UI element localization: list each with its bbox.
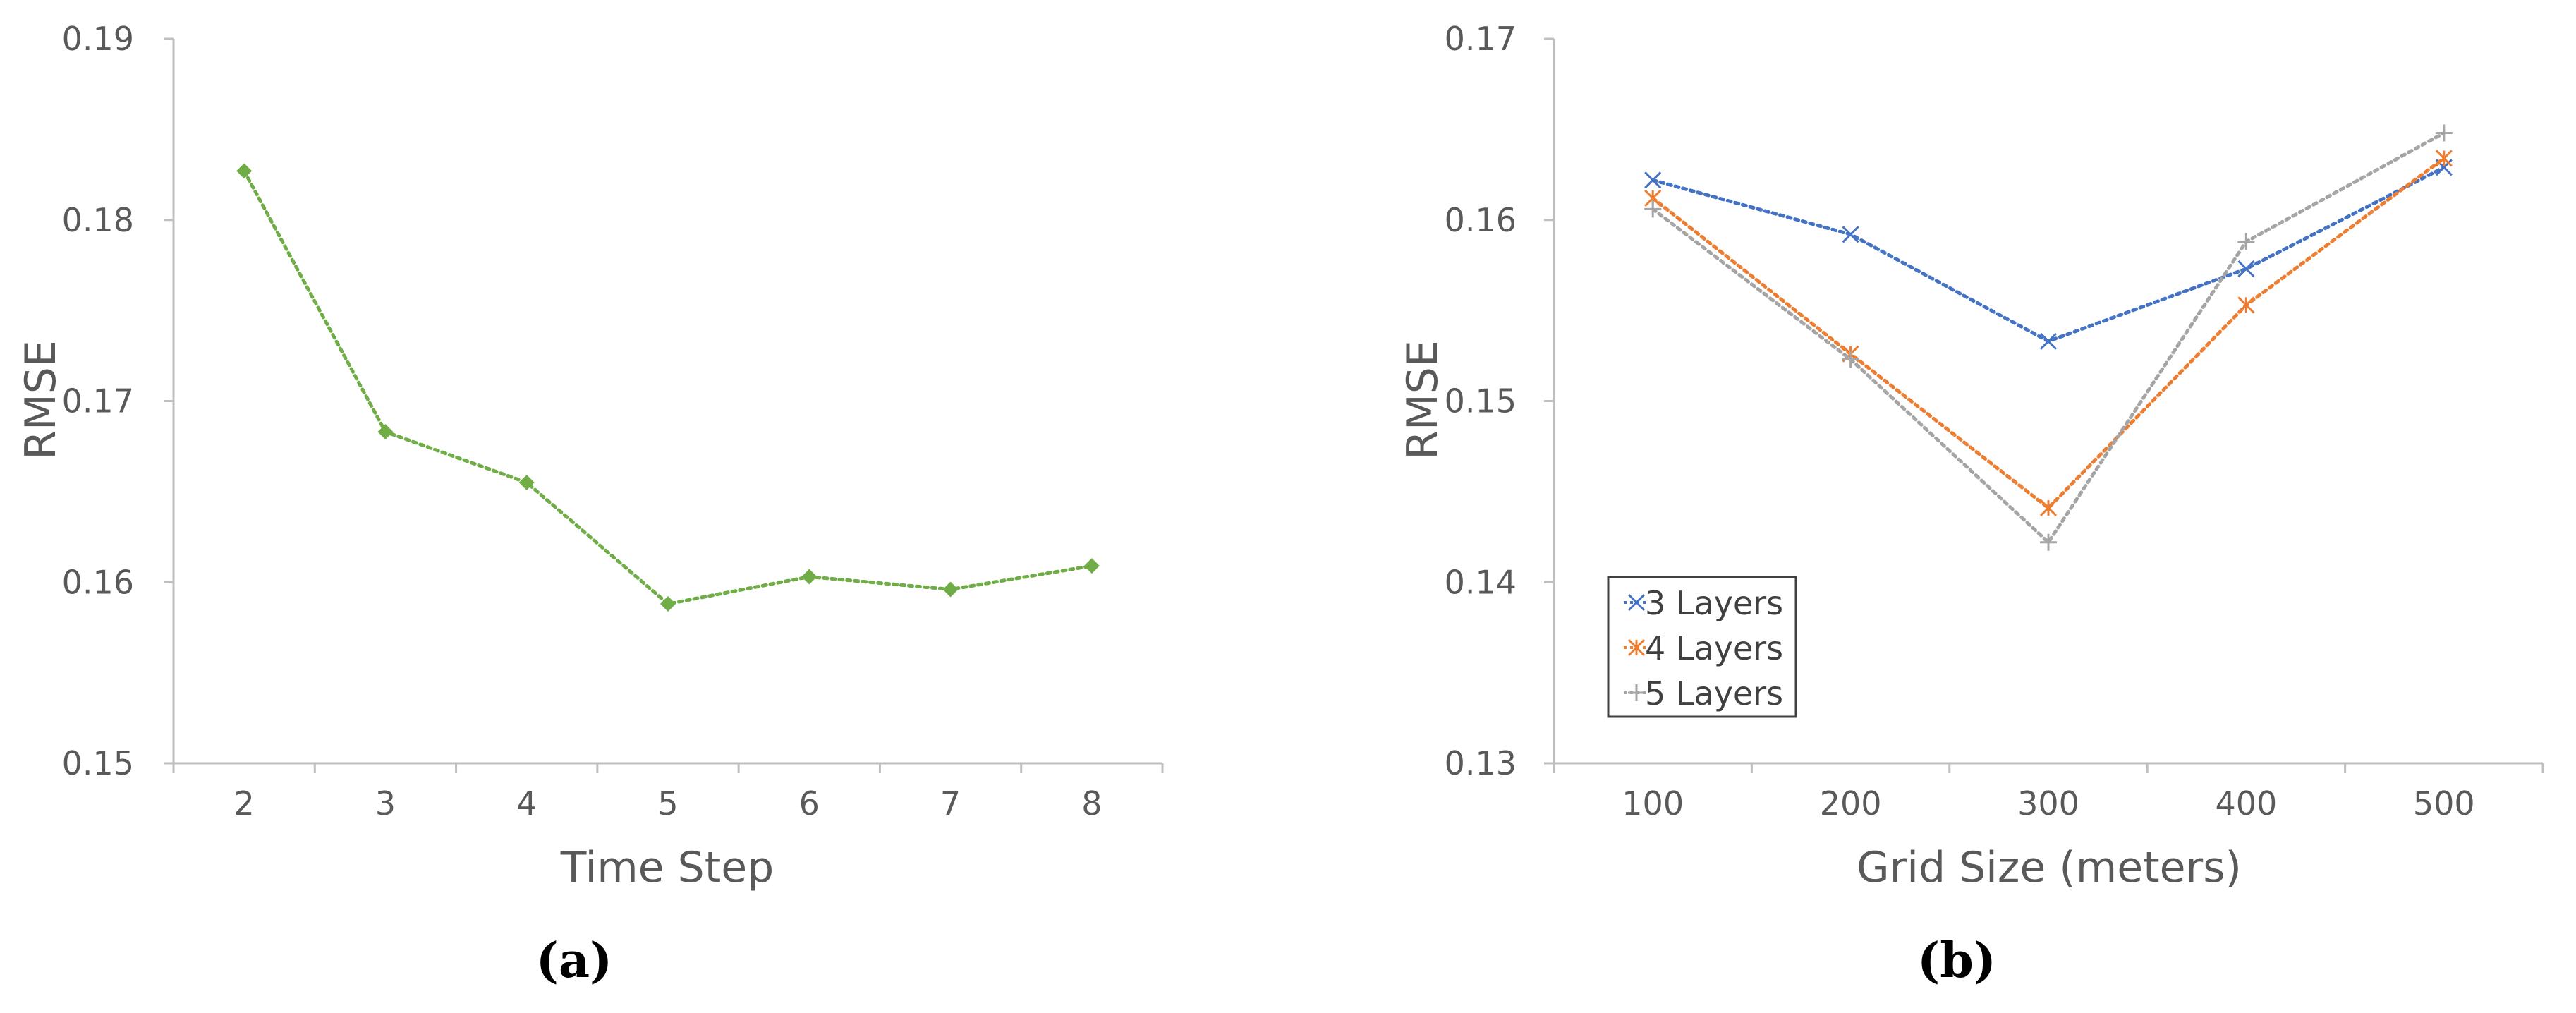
- data-point-b-3: [1842, 351, 1859, 368]
- data-point-a-1: [236, 163, 253, 179]
- y-tick-label-b: 0.15: [1445, 382, 1517, 420]
- x-tick-label-a: 4: [516, 784, 537, 823]
- x-tick-label-b: 400: [2215, 784, 2277, 823]
- data-point-b-2: [2039, 499, 2058, 517]
- data-point-a-1: [518, 475, 535, 491]
- panel-label-b: (b): [1917, 933, 1996, 989]
- x-tick-label-b: 200: [1820, 784, 1882, 823]
- x-tick-label-a: 2: [234, 784, 255, 823]
- x-tick-label-a: 7: [940, 784, 961, 823]
- y-tick-label-a: 0.18: [62, 201, 134, 239]
- data-point-b-3: [2040, 533, 2057, 551]
- legend-marker: [1628, 684, 1645, 701]
- data-point-b-2: [2435, 150, 2453, 167]
- y-tick-label-a: 0.19: [62, 20, 134, 58]
- data-point-a-1: [801, 569, 818, 585]
- data-point-a-1: [942, 581, 959, 598]
- series-line-b-3: [1651, 131, 2446, 545]
- y-tick-label-a: 0.16: [62, 563, 134, 601]
- y-axis-title-b: RMSE: [1398, 340, 1447, 459]
- data-point-b-2: [2237, 296, 2255, 314]
- legend-label: 4 Layers: [1645, 629, 1783, 667]
- x-tick-label-a: 5: [657, 784, 678, 823]
- data-point-b-1: [2039, 332, 2058, 350]
- legend-label: 5 Layers: [1645, 674, 1783, 712]
- chart-panel-a: RMSE Time Step (a) 0.15 0.16 0.17 0.18 0.19 2…: [16, 20, 1164, 989]
- data-point-a-1: [1083, 558, 1100, 574]
- data-point-b-1: [1644, 171, 1662, 189]
- data-point-a-1: [377, 424, 394, 440]
- panel-label-a: (a): [536, 933, 612, 989]
- legend-label: 3 Layers: [1645, 584, 1783, 622]
- y-tick-label-b: 0.13: [1445, 744, 1517, 782]
- y-tick-label-b: 0.17: [1445, 20, 1517, 58]
- x-axis-title-b: Grid Size (meters): [1857, 843, 2242, 892]
- series-line-b-1: [1651, 165, 2446, 344]
- data-point-b-3: [2435, 124, 2453, 142]
- chart-panel-b: RMSE Grid Size (meters) (b) 0.13 0.14 0.15…: [1398, 20, 2544, 989]
- y-tick-label-a: 0.17: [62, 382, 134, 420]
- x-tick-label-b: 100: [1622, 784, 1684, 823]
- data-point-b-3: [1644, 200, 1662, 218]
- data-point-b-3: [2237, 233, 2255, 250]
- y-tick-label-a: 0.15: [62, 744, 134, 782]
- x-tick-label-b: 300: [2017, 784, 2079, 823]
- data-point-b-1: [2237, 260, 2255, 278]
- x-axis-title-a: Time Step: [560, 843, 774, 892]
- data-point-b-1: [1842, 226, 1859, 243]
- x-tick-label-a: 6: [799, 784, 820, 823]
- y-tick-label-b: 0.16: [1445, 201, 1517, 239]
- data-point-a-1: [660, 596, 676, 612]
- series-line-b-2: [1651, 156, 2446, 511]
- legend-marker: [1627, 593, 1646, 612]
- y-axis-title-a: RMSE: [16, 340, 66, 459]
- legend-marker: [1627, 638, 1646, 657]
- y-tick-label-b: 0.14: [1445, 563, 1517, 601]
- x-tick-label-a: 3: [375, 784, 396, 823]
- x-tick-label-a: 8: [1081, 784, 1102, 823]
- x-tick-label-b: 500: [2413, 784, 2475, 823]
- series-line-a-1: [242, 169, 1094, 606]
